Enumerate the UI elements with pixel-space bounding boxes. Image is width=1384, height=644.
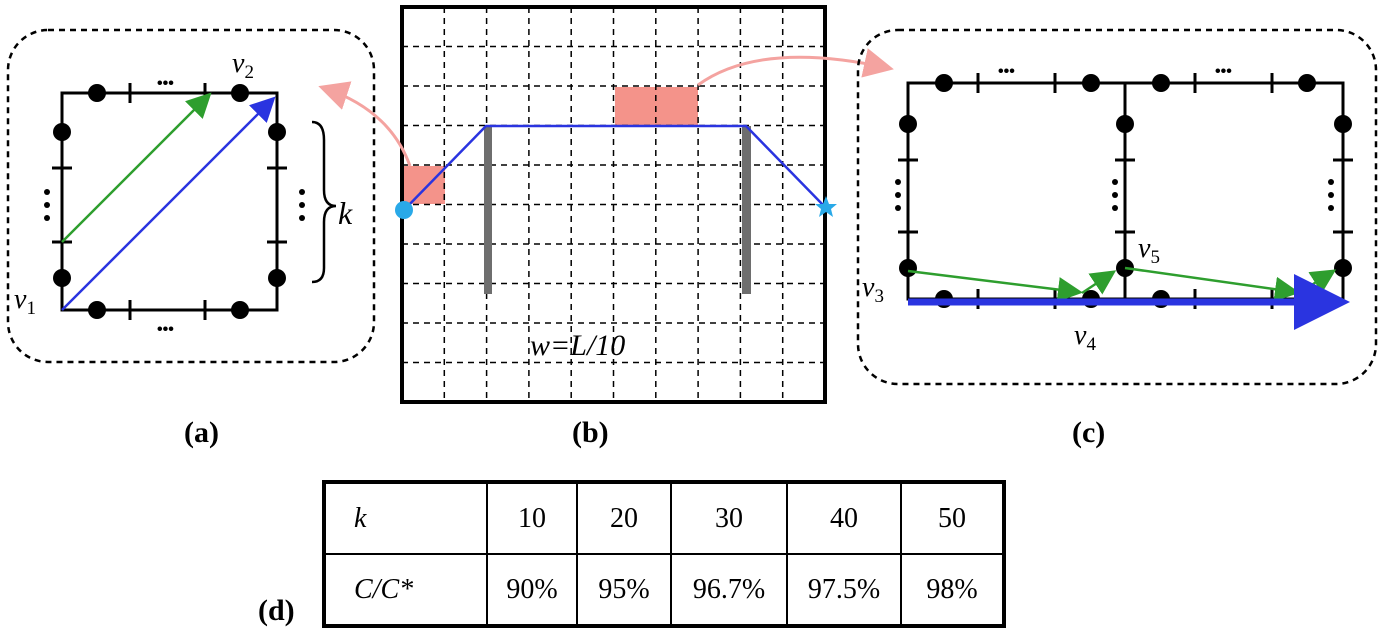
green-path-c-3 <box>1124 266 1300 302</box>
green-path-c-1 <box>907 269 1083 302</box>
k-value-cell: 30 <box>670 481 788 555</box>
vertex-label-v2: v2 <box>232 48 254 83</box>
table-row-ratio: C/C* 90% 95% 96.7% 97.5% 98% <box>323 553 1005 627</box>
ratio-cell: 98% <box>900 553 1005 627</box>
cell-left <box>906 81 1127 301</box>
dots-left <box>44 189 50 221</box>
dots-vertical-c <box>895 179 1334 211</box>
panel-d-label: (d) <box>258 594 295 627</box>
vertex-label-v4: v4 <box>1074 320 1096 355</box>
width-label: w=L/10 <box>530 329 625 362</box>
panel-b: w=L/10 <box>318 5 894 404</box>
obstacle-top-2 <box>656 87 698 125</box>
width-label-bg <box>515 318 695 370</box>
wall-left <box>484 126 492 294</box>
ratio-cell: 90% <box>486 553 578 627</box>
dots-right <box>299 189 305 221</box>
k-value-cell: 50 <box>900 481 1005 555</box>
panel-a-label: (a) <box>184 416 219 449</box>
green-path-c-4 <box>1298 269 1337 295</box>
v5-text: v <box>1138 233 1151 264</box>
results-table: k 10 20 30 40 50 C/C* 90% 95% 96.7% 97.5… <box>322 480 1006 628</box>
dots-top-c1: ••• <box>998 63 1015 80</box>
ratio-cell: 97.5% <box>786 553 902 627</box>
grid-lines <box>402 7 825 402</box>
dots-top: ••• <box>157 75 174 92</box>
panel-b-label: (b) <box>572 416 609 449</box>
obstacle-top-1 <box>615 87 656 125</box>
goal-star-icon <box>815 196 837 217</box>
blue-path-a <box>61 96 276 311</box>
green-path-c-2 <box>1081 270 1117 295</box>
panel-a: ••• ••• k v1 v2 <box>6 28 376 364</box>
panel-c-label: (c) <box>1072 416 1105 449</box>
k-value-cell: 40 <box>786 481 902 555</box>
zoom-arrow-left <box>318 81 412 167</box>
start-marker <box>395 201 413 219</box>
dots-top-c2: ••• <box>1215 63 1232 80</box>
panel-c: ••• ••• v3 v4 v5 <box>856 28 1378 386</box>
panel-c-dashed-frame <box>856 28 1378 386</box>
row-header-ratio: C/C* <box>323 553 488 627</box>
panel-a-dashed-frame <box>6 28 376 364</box>
k-brace <box>311 120 337 284</box>
v2-text: v <box>232 48 245 79</box>
ratio-cell: 95% <box>576 553 672 627</box>
ratio-cell: 96.7% <box>670 553 788 627</box>
dots-bottom: ••• <box>157 321 174 338</box>
vertex-label-v1: v1 <box>14 284 36 319</box>
v3-text: v <box>862 272 875 303</box>
v4-text: v <box>1074 320 1087 351</box>
v1-text: v <box>14 284 27 315</box>
obstacle-left <box>404 166 445 204</box>
wall-right <box>742 126 751 294</box>
k-label: k <box>338 195 353 231</box>
vertex-label-v3: v3 <box>862 272 884 307</box>
table-row-k: k 10 20 30 40 50 <box>323 481 1005 555</box>
k-value-cell: 10 <box>486 481 578 555</box>
blue-path-b <box>403 124 827 211</box>
cell-square <box>60 91 279 312</box>
row-header-k: k <box>323 481 488 555</box>
boundary-nodes <box>53 84 286 319</box>
green-path-a <box>61 92 212 243</box>
k-value-cell: 20 <box>576 481 672 555</box>
vertex-label-v5: v5 <box>1138 233 1160 268</box>
